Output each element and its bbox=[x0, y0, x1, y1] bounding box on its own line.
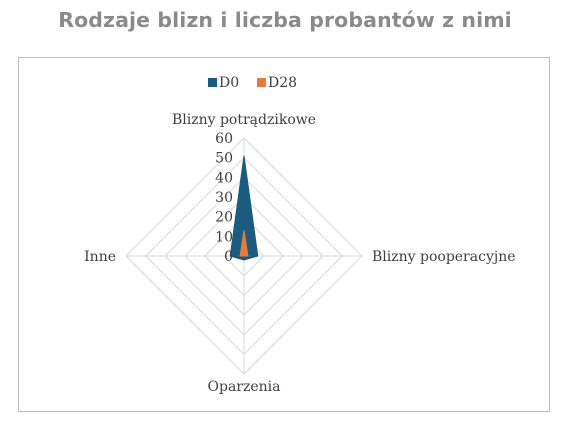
legend-swatch-d28 bbox=[257, 78, 266, 87]
tick-label: 40 bbox=[215, 170, 233, 186]
legend-label: D28 bbox=[268, 75, 297, 91]
axis-label: Oparzenia bbox=[208, 379, 281, 395]
tick-label: 60 bbox=[215, 131, 233, 147]
axis-label: Blizny pooperacyjne bbox=[372, 249, 516, 265]
legend-swatch-d0 bbox=[208, 78, 217, 87]
chart-frame bbox=[18, 57, 550, 412]
series-area-d0 bbox=[229, 155, 259, 261]
series-area-d28 bbox=[239, 230, 249, 257]
chart-title: Rodzaje blizn i liczba probantów z nimi bbox=[58, 8, 512, 32]
axis-label: Blizny potrądzikowe bbox=[172, 112, 316, 128]
radar-tick-labels: 0 10 20 30 40 50 60 bbox=[215, 131, 233, 265]
tick-label: 10 bbox=[215, 229, 233, 245]
tick-label: 30 bbox=[215, 190, 233, 206]
tick-label: 50 bbox=[215, 151, 233, 167]
radar-axis-labels: Blizny potrądzikowe Blizny pooperacyjne Op… bbox=[84, 112, 515, 395]
axis-label: Inne bbox=[84, 249, 116, 265]
legend-label: D0 bbox=[219, 75, 239, 91]
radar-series bbox=[229, 155, 259, 261]
chart-legend: D0 D28 bbox=[208, 75, 297, 91]
tick-label: 20 bbox=[215, 210, 233, 226]
tick-label: 0 bbox=[224, 249, 233, 265]
